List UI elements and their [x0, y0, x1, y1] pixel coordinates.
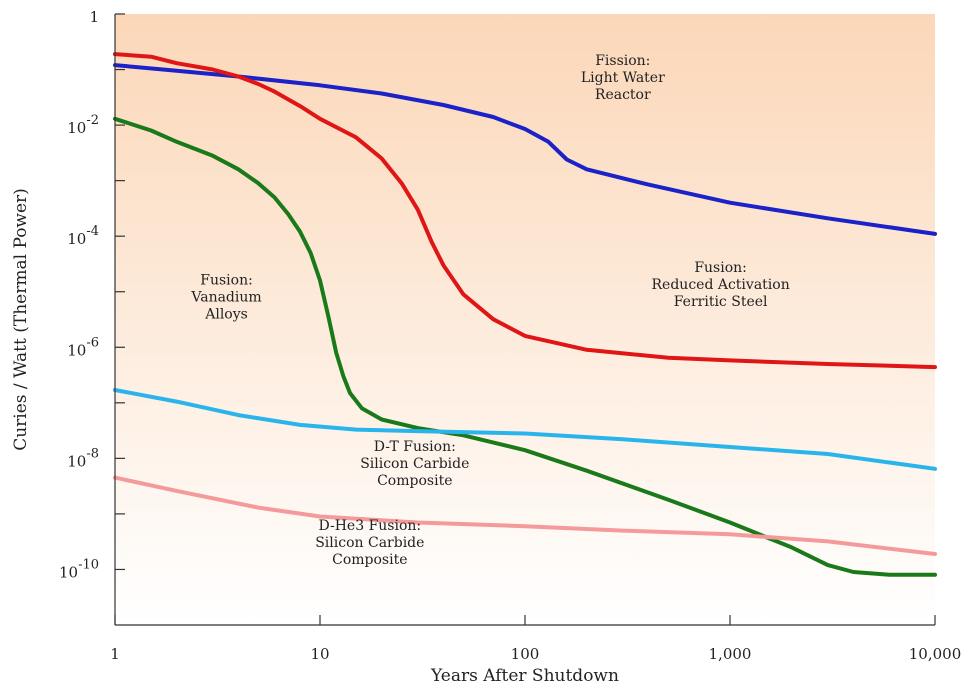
series-annotation-2: Fusion: Reduced Activation Ferritic Steel: [652, 260, 790, 310]
series-line-2: [113, 52, 937, 370]
series-annotation-4: D-T Fusion: Silicon Carbide Composite: [360, 439, 469, 489]
x-axis-title: Years After Shutdown: [430, 666, 619, 686]
plot-background: [115, 14, 935, 625]
y-tick-label: 10-8: [67, 446, 99, 470]
series-annotation-1: Fission: Light Water Reactor: [581, 53, 665, 103]
series-annotation-5: D-He3 Fusion: Silicon Carbide Composite: [315, 518, 424, 568]
series-line-1: [113, 63, 937, 236]
x-tick-label: 100: [511, 645, 540, 663]
series-line-5: [113, 475, 937, 556]
series-annotation-3: Fusion: Vanadium Alloys: [190, 272, 261, 322]
x-tick-label: 10: [310, 645, 329, 663]
series-layer: [113, 52, 937, 577]
series-line-4: [113, 388, 937, 471]
y-tick-label: 10-10: [59, 557, 99, 581]
y-tick-label: 10-2: [67, 113, 99, 137]
y-tick-label: 10-6: [67, 335, 99, 359]
x-tick-label: 1,000: [709, 645, 752, 663]
x-tick-label: 1: [110, 645, 120, 663]
x-tick-label: 10,000: [909, 645, 962, 663]
y-tick-label: 1: [89, 8, 99, 26]
y-tick-label: 10-4: [67, 224, 99, 248]
y-axis-title: Curies / Watt (Thermal Power): [11, 188, 31, 451]
axes-layer: [114, 13, 936, 626]
